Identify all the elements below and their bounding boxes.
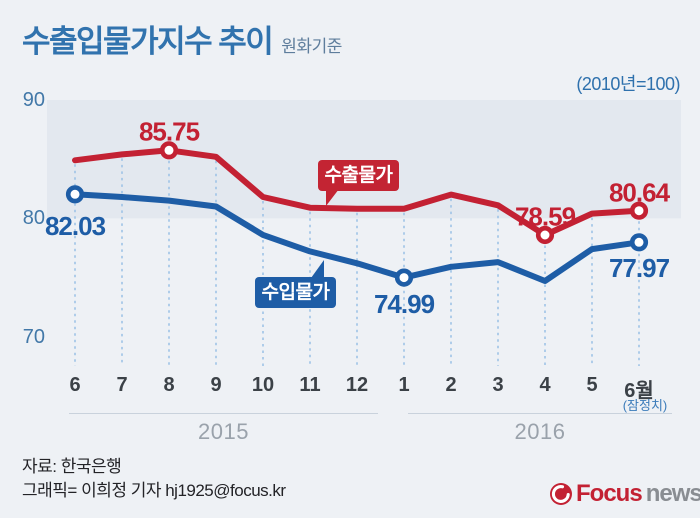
focusnews-swirl-icon	[550, 483, 572, 505]
value-label: 82.03	[44, 211, 106, 242]
x-tick: 9	[210, 374, 222, 396]
import-badge-tail-icon	[311, 260, 324, 278]
year-axis-line	[69, 413, 378, 414]
logo-brand-text: Focus	[576, 480, 643, 507]
import-price-line	[72, 191, 642, 284]
y-tick: 70	[22, 325, 45, 348]
export-series-badge: 수출물가	[318, 160, 399, 191]
x-tick: 10	[251, 374, 275, 396]
value-label: 85.75	[138, 116, 200, 147]
x-tick: 11	[299, 374, 321, 396]
page-subtitle: 원화기준	[281, 37, 342, 56]
data-point-marker	[159, 141, 179, 160]
provisional-note: (잠정치)	[622, 398, 668, 413]
x-tick: 2	[445, 374, 457, 396]
value-label: 78.59	[514, 201, 576, 232]
value-label: 74.99	[373, 288, 435, 319]
y-tick: 80	[22, 207, 45, 230]
x-tick: 3	[492, 374, 504, 396]
data-point-marker	[65, 185, 85, 204]
x-tick: 8	[163, 374, 175, 396]
data-point-marker	[535, 225, 555, 245]
value-label: 77.97	[608, 253, 670, 284]
source-note: 자료: 한국은행	[22, 457, 122, 476]
export-badge-tail-icon	[326, 189, 339, 206]
year-axis-line	[408, 413, 672, 414]
x-tick: 12	[345, 374, 369, 396]
x-tick: 5	[586, 374, 598, 396]
data-point-marker	[629, 233, 649, 252]
x-tick: 4	[539, 374, 551, 396]
header: 수출입물가지수 추이 원화기준	[22, 16, 342, 61]
base-year-note: (2010년=100)	[576, 74, 680, 94]
x-tick: 7	[116, 374, 128, 396]
focusnews-logo: Focus news	[549, 480, 700, 508]
data-point-marker	[629, 201, 649, 220]
data-point-marker	[394, 268, 414, 287]
page-title: 수출입물가지수 추이	[22, 24, 274, 59]
y-tick: 90	[22, 89, 45, 111]
year-label: 2015	[198, 419, 249, 444]
logo-suffix-text: news	[645, 480, 700, 507]
value-label: 80.64	[608, 177, 670, 208]
x-tick: 6	[69, 374, 81, 396]
credit-note: 그래픽= 이희정 기자 hj1925@focus.kr	[22, 481, 286, 500]
year-label: 2016	[514, 419, 566, 444]
x-tick: 6월	[624, 380, 654, 402]
import-series-badge: 수입물가	[255, 277, 336, 308]
x-tick: 1	[398, 374, 410, 396]
